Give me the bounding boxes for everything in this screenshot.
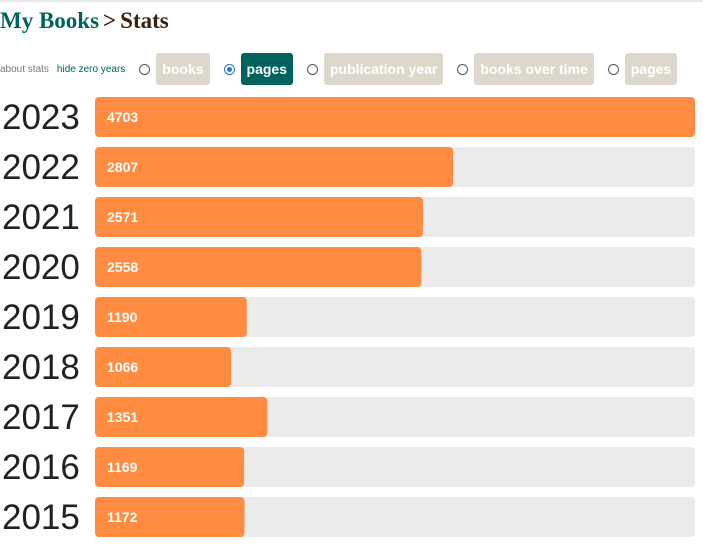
- year-label-2016: 2016: [2, 448, 80, 487]
- bar-value-label-2018: 1066: [107, 359, 138, 375]
- bar-2023[interactable]: [95, 97, 695, 137]
- radio-publication-year[interactable]: [307, 63, 318, 75]
- bar-2018[interactable]: [95, 347, 231, 387]
- bar-2017[interactable]: [95, 397, 268, 437]
- year-label-2017: 2017: [2, 398, 80, 437]
- bar-2021[interactable]: [95, 197, 424, 237]
- year-label-2018: 2018: [2, 348, 80, 387]
- year-label-2020: 2020: [2, 248, 80, 287]
- bar-value-label-2021: 2571: [107, 209, 138, 225]
- option-pages-button[interactable]: pages: [240, 53, 293, 85]
- about-stats-link[interactable]: about stats: [0, 63, 49, 75]
- bar-track-2015: [95, 497, 695, 537]
- bar-value-label-2022: 2807: [107, 159, 138, 175]
- option-pages-over-time-button[interactable]: pages: [624, 53, 678, 85]
- radio-pages[interactable]: [223, 63, 235, 75]
- breadcrumb-separator: >: [103, 8, 117, 33]
- radio-books-over-time[interactable]: [457, 63, 469, 75]
- top-divider: [0, 0, 703, 2]
- bar-value-label-2020: 2558: [107, 259, 138, 275]
- bar-2020[interactable]: [95, 247, 422, 287]
- bar-track-2018: [95, 347, 695, 387]
- year-label-2023: 2023: [2, 98, 80, 137]
- stats-controls: about stats hide zero years books pages …: [0, 52, 703, 86]
- bar-2019[interactable]: [95, 297, 247, 337]
- bar-track-2016: [95, 447, 695, 487]
- bar-value-label-2019: 1190: [107, 309, 138, 325]
- bar-2022[interactable]: [95, 147, 454, 187]
- breadcrumb-my-books[interactable]: My Books: [0, 8, 100, 33]
- option-books-over-time-button[interactable]: books over time: [474, 53, 594, 85]
- option-publication-year-button[interactable]: publication year: [324, 53, 444, 85]
- year-label-2015: 2015: [2, 498, 80, 537]
- page-title: My Books > Stats: [0, 8, 169, 34]
- pages-per-year-chart: 2023 4703 2022 2807 2021 2571 2020 2558 2019 1190…: [2, 97, 695, 537]
- radio-books[interactable]: [139, 63, 151, 75]
- year-label-2019: 2019: [2, 298, 80, 337]
- option-books-button[interactable]: books: [156, 53, 210, 85]
- hide-zero-years-link[interactable]: hide zero years: [56, 63, 126, 75]
- bar-value-label-2017: 1351: [107, 409, 138, 425]
- radio-pages-over-time[interactable]: [607, 63, 619, 75]
- bar-2015[interactable]: [95, 497, 245, 537]
- bar-value-label-2015: 1172: [107, 509, 138, 525]
- bar-2016[interactable]: [95, 447, 245, 487]
- year-label-2022: 2022: [2, 148, 80, 187]
- bar-value-label-2016: 1169: [107, 459, 138, 475]
- year-label-2021: 2021: [2, 198, 80, 237]
- bar-value-label-2023: 4703: [107, 109, 138, 125]
- page-title-text: Stats: [120, 8, 169, 33]
